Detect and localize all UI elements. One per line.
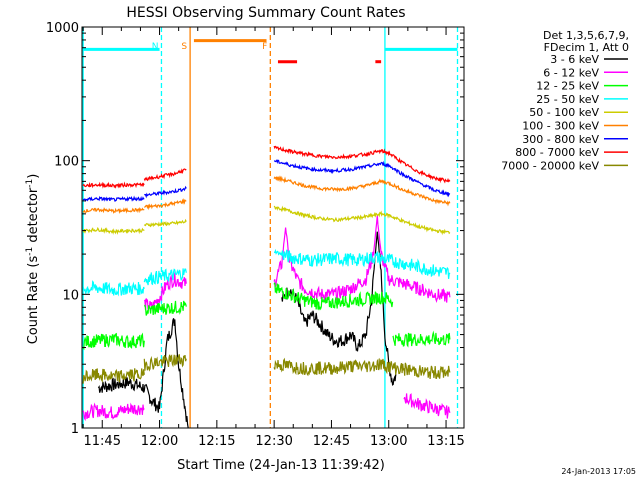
series-path [82, 226, 145, 235]
series-path [144, 197, 187, 211]
series-path [273, 282, 394, 311]
series-path [392, 330, 451, 348]
x-tick-label: 11:45 [84, 434, 121, 449]
series-path [273, 215, 451, 303]
series-path [97, 318, 189, 429]
flag-label: S [181, 42, 187, 52]
series-path [82, 195, 145, 202]
x-tick-label: 13:15 [427, 434, 464, 449]
flag-label: F [262, 42, 267, 52]
series-path [273, 205, 451, 236]
y-tick-label: 1000 [46, 21, 79, 36]
y-axis-label-mid: detector [26, 187, 41, 247]
y-axis-label: Count Rate (s-1 detector-1) [25, 174, 41, 345]
x-tick-label: 12:15 [198, 434, 235, 449]
series-layer [82, 145, 451, 429]
legend-header-line-2: FDecim 1, Att 0 [544, 41, 629, 54]
series-line [82, 215, 451, 422]
series-path [144, 185, 187, 199]
series-path [143, 218, 187, 228]
series-path [274, 248, 451, 279]
series-path [143, 268, 187, 286]
series-path [82, 368, 145, 384]
legend-entry-label: 12 - 25 keV [536, 80, 599, 93]
legend-entry-label: 6 - 12 keV [543, 66, 599, 79]
series-line [82, 145, 451, 189]
series-path [82, 280, 145, 297]
legend-entry-label: 25 - 50 keV [536, 93, 599, 106]
series-line [82, 159, 451, 202]
series-path [281, 231, 397, 386]
y-axis-label-sup-1: -1 [25, 247, 35, 256]
y-axis-label-main: Count Rate (s [26, 256, 41, 345]
series-path [273, 357, 451, 379]
legend-entry-label: 7000 - 20000 keV [501, 159, 599, 172]
series-path [273, 175, 451, 207]
series-path [82, 181, 145, 189]
flag-label: N [152, 42, 159, 52]
x-tick-label: 12:30 [255, 434, 292, 449]
series-path [403, 393, 451, 419]
legend-entry-label: 100 - 300 keV [522, 120, 599, 133]
legend-entry-label: 300 - 800 keV [522, 133, 599, 146]
series-path [143, 354, 187, 372]
series-path [143, 300, 187, 316]
series-path [82, 207, 145, 215]
axis-layer: 1 10 100 1000 11:45 12:00 12:15 12:30 12:45 13:00… [46, 21, 465, 449]
series-line [82, 282, 451, 351]
series-path [274, 159, 451, 198]
x-tick-label: 12:45 [313, 434, 350, 449]
legend-entry-label: 800 - 7000 keV [515, 146, 599, 159]
legend-header-line-1: Det 1,3,5,6,7,9, [543, 29, 629, 42]
x-axis-label: Start Time (24-Jan-13 11:39:42) [177, 458, 385, 473]
y-tick-label: 100 [54, 155, 79, 170]
x-tick-label: 13:00 [370, 434, 407, 449]
series-path [143, 272, 187, 311]
series-path [82, 332, 145, 351]
y-tick-label: 10 [62, 288, 79, 303]
series-line [82, 354, 451, 384]
plot-frame [81, 26, 465, 429]
legend-entry-label: 3 - 6 keV [550, 53, 599, 66]
y-axis-label-end: ) [26, 174, 41, 179]
footer-timestamp: 24-Jan-2013 17:05 [561, 467, 636, 476]
series-path [82, 402, 145, 422]
series-line [82, 175, 451, 215]
series-line [82, 248, 451, 297]
y-axis-label-sup-2: -1 [25, 179, 35, 188]
series-line [82, 205, 451, 236]
chart-title: HESSI Observing Summary Count Rates [126, 5, 405, 21]
series-path [143, 168, 187, 182]
y-tick-label: 1 [71, 422, 79, 437]
series-path [273, 145, 451, 184]
series-line [97, 231, 397, 429]
legend: Det 1,3,5,6,7,9, FDecim 1, Att 0 3 - 6 k… [501, 29, 629, 172]
legend-entry-label: 50 - 100 keV [529, 106, 599, 119]
x-tick-label: 12:00 [141, 434, 178, 449]
